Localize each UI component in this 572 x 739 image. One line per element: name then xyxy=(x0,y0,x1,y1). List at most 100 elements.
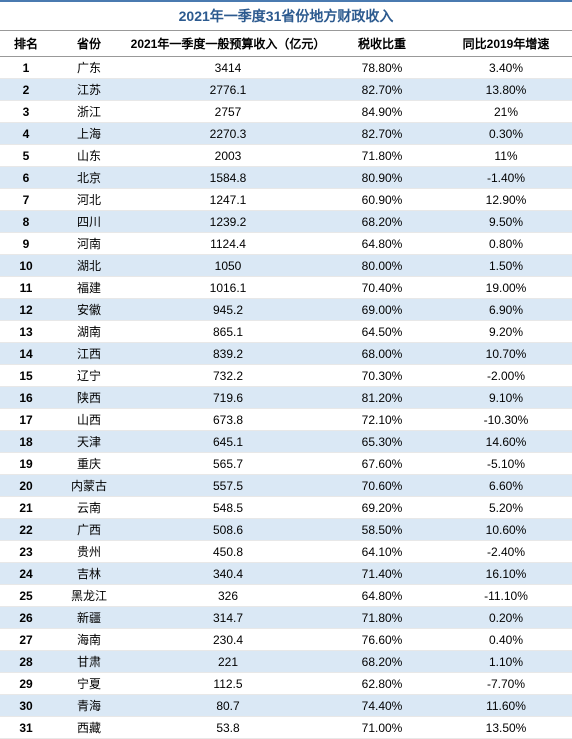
cell-rank: 10 xyxy=(0,255,52,277)
cell-province: 湖南 xyxy=(52,321,126,343)
table-row: 20内蒙古557.570.60%6.60% xyxy=(0,475,572,497)
cell-tax-ratio: 60.90% xyxy=(330,189,434,211)
cell-tax-ratio: 80.90% xyxy=(330,167,434,189)
cell-tax-ratio: 80.00% xyxy=(330,255,434,277)
cell-tax-ratio: 64.80% xyxy=(330,585,434,607)
cell-revenue: 565.7 xyxy=(126,453,330,475)
cell-growth: 12.90% xyxy=(434,189,572,211)
cell-province: 广西 xyxy=(52,519,126,541)
cell-revenue: 1124.4 xyxy=(126,233,330,255)
table-row: 8四川1239.268.20%9.50% xyxy=(0,211,572,233)
cell-rank: 12 xyxy=(0,299,52,321)
cell-revenue: 673.8 xyxy=(126,409,330,431)
cell-growth: 0.80% xyxy=(434,233,572,255)
table-row: 17山西673.872.10%-10.30% xyxy=(0,409,572,431)
cell-revenue: 112.5 xyxy=(126,673,330,695)
table-row: 30青海80.774.40%11.60% xyxy=(0,695,572,717)
cell-tax-ratio: 81.20% xyxy=(330,387,434,409)
table-row: 3浙江275784.90%21% xyxy=(0,101,572,123)
cell-growth: 14.60% xyxy=(434,431,572,453)
cell-province: 海南 xyxy=(52,629,126,651)
cell-province: 北京 xyxy=(52,167,126,189)
cell-revenue: 2757 xyxy=(126,101,330,123)
cell-growth: -11.10% xyxy=(434,585,572,607)
cell-rank: 14 xyxy=(0,343,52,365)
cell-rank: 22 xyxy=(0,519,52,541)
cell-tax-ratio: 82.70% xyxy=(330,123,434,145)
table-row: 11福建1016.170.40%19.00% xyxy=(0,277,572,299)
cell-rank: 26 xyxy=(0,607,52,629)
cell-province: 江苏 xyxy=(52,79,126,101)
col-header-growth: 同比2019年增速 xyxy=(434,31,572,57)
cell-rank: 29 xyxy=(0,673,52,695)
cell-revenue: 548.5 xyxy=(126,497,330,519)
cell-revenue: 732.2 xyxy=(126,365,330,387)
cell-province: 福建 xyxy=(52,277,126,299)
table-body: 1广东341478.80%3.40%2江苏2776.182.70%13.80%3… xyxy=(0,57,572,739)
table-row: 16陕西719.681.20%9.10% xyxy=(0,387,572,409)
table-row: 6北京1584.880.90%-1.40% xyxy=(0,167,572,189)
cell-province: 甘肃 xyxy=(52,651,126,673)
cell-growth: -10.30% xyxy=(434,409,572,431)
cell-growth: 19.00% xyxy=(434,277,572,299)
cell-growth: -1.40% xyxy=(434,167,572,189)
cell-province: 河北 xyxy=(52,189,126,211)
cell-growth: 5.20% xyxy=(434,497,572,519)
cell-rank: 13 xyxy=(0,321,52,343)
cell-rank: 31 xyxy=(0,717,52,739)
table-row: 27海南230.476.60%0.40% xyxy=(0,629,572,651)
cell-rank: 21 xyxy=(0,497,52,519)
cell-revenue: 53.8 xyxy=(126,717,330,739)
cell-tax-ratio: 71.80% xyxy=(330,607,434,629)
cell-revenue: 1247.1 xyxy=(126,189,330,211)
cell-revenue: 1239.2 xyxy=(126,211,330,233)
cell-growth: 6.60% xyxy=(434,475,572,497)
cell-province: 浙江 xyxy=(52,101,126,123)
cell-growth: -5.10% xyxy=(434,453,572,475)
table-row: 5山东200371.80%11% xyxy=(0,145,572,167)
table-row: 21云南548.569.20%5.20% xyxy=(0,497,572,519)
cell-province: 山东 xyxy=(52,145,126,167)
cell-tax-ratio: 67.60% xyxy=(330,453,434,475)
cell-growth: 16.10% xyxy=(434,563,572,585)
table-row: 19重庆565.767.60%-5.10% xyxy=(0,453,572,475)
header-row: 排名 省份 2021年一季度一般预算收入（亿元） 税收比重 同比2019年增速 xyxy=(0,31,572,57)
table-row: 2江苏2776.182.70%13.80% xyxy=(0,79,572,101)
cell-province: 陕西 xyxy=(52,387,126,409)
cell-growth: 9.20% xyxy=(434,321,572,343)
cell-rank: 6 xyxy=(0,167,52,189)
cell-tax-ratio: 70.40% xyxy=(330,277,434,299)
cell-rank: 9 xyxy=(0,233,52,255)
table-row: 15辽宁732.270.30%-2.00% xyxy=(0,365,572,387)
table-row: 9河南1124.464.80%0.80% xyxy=(0,233,572,255)
fiscal-table-container: 2021年一季度31省份地方财政收入 排名 省份 2021年一季度一般预算收入（… xyxy=(0,0,572,739)
cell-rank: 19 xyxy=(0,453,52,475)
cell-province: 上海 xyxy=(52,123,126,145)
cell-rank: 17 xyxy=(0,409,52,431)
cell-growth: 0.20% xyxy=(434,607,572,629)
cell-revenue: 645.1 xyxy=(126,431,330,453)
table-row: 10湖北105080.00%1.50% xyxy=(0,255,572,277)
cell-revenue: 839.2 xyxy=(126,343,330,365)
fiscal-table: 排名 省份 2021年一季度一般预算收入（亿元） 税收比重 同比2019年增速 … xyxy=(0,31,572,739)
table-row: 1广东341478.80%3.40% xyxy=(0,57,572,79)
cell-growth: 13.50% xyxy=(434,717,572,739)
cell-tax-ratio: 69.20% xyxy=(330,497,434,519)
cell-growth: 21% xyxy=(434,101,572,123)
cell-tax-ratio: 64.50% xyxy=(330,321,434,343)
cell-revenue: 3414 xyxy=(126,57,330,79)
cell-growth: -7.70% xyxy=(434,673,572,695)
cell-tax-ratio: 71.00% xyxy=(330,717,434,739)
cell-rank: 18 xyxy=(0,431,52,453)
cell-tax-ratio: 78.80% xyxy=(330,57,434,79)
cell-revenue: 557.5 xyxy=(126,475,330,497)
cell-province: 重庆 xyxy=(52,453,126,475)
cell-revenue: 221 xyxy=(126,651,330,673)
cell-growth: 10.60% xyxy=(434,519,572,541)
table-row: 29宁夏112.562.80%-7.70% xyxy=(0,673,572,695)
cell-rank: 4 xyxy=(0,123,52,145)
col-header-revenue: 2021年一季度一般预算收入（亿元） xyxy=(126,31,330,57)
table-row: 31西藏53.871.00%13.50% xyxy=(0,717,572,739)
cell-province: 黑龙江 xyxy=(52,585,126,607)
cell-rank: 23 xyxy=(0,541,52,563)
